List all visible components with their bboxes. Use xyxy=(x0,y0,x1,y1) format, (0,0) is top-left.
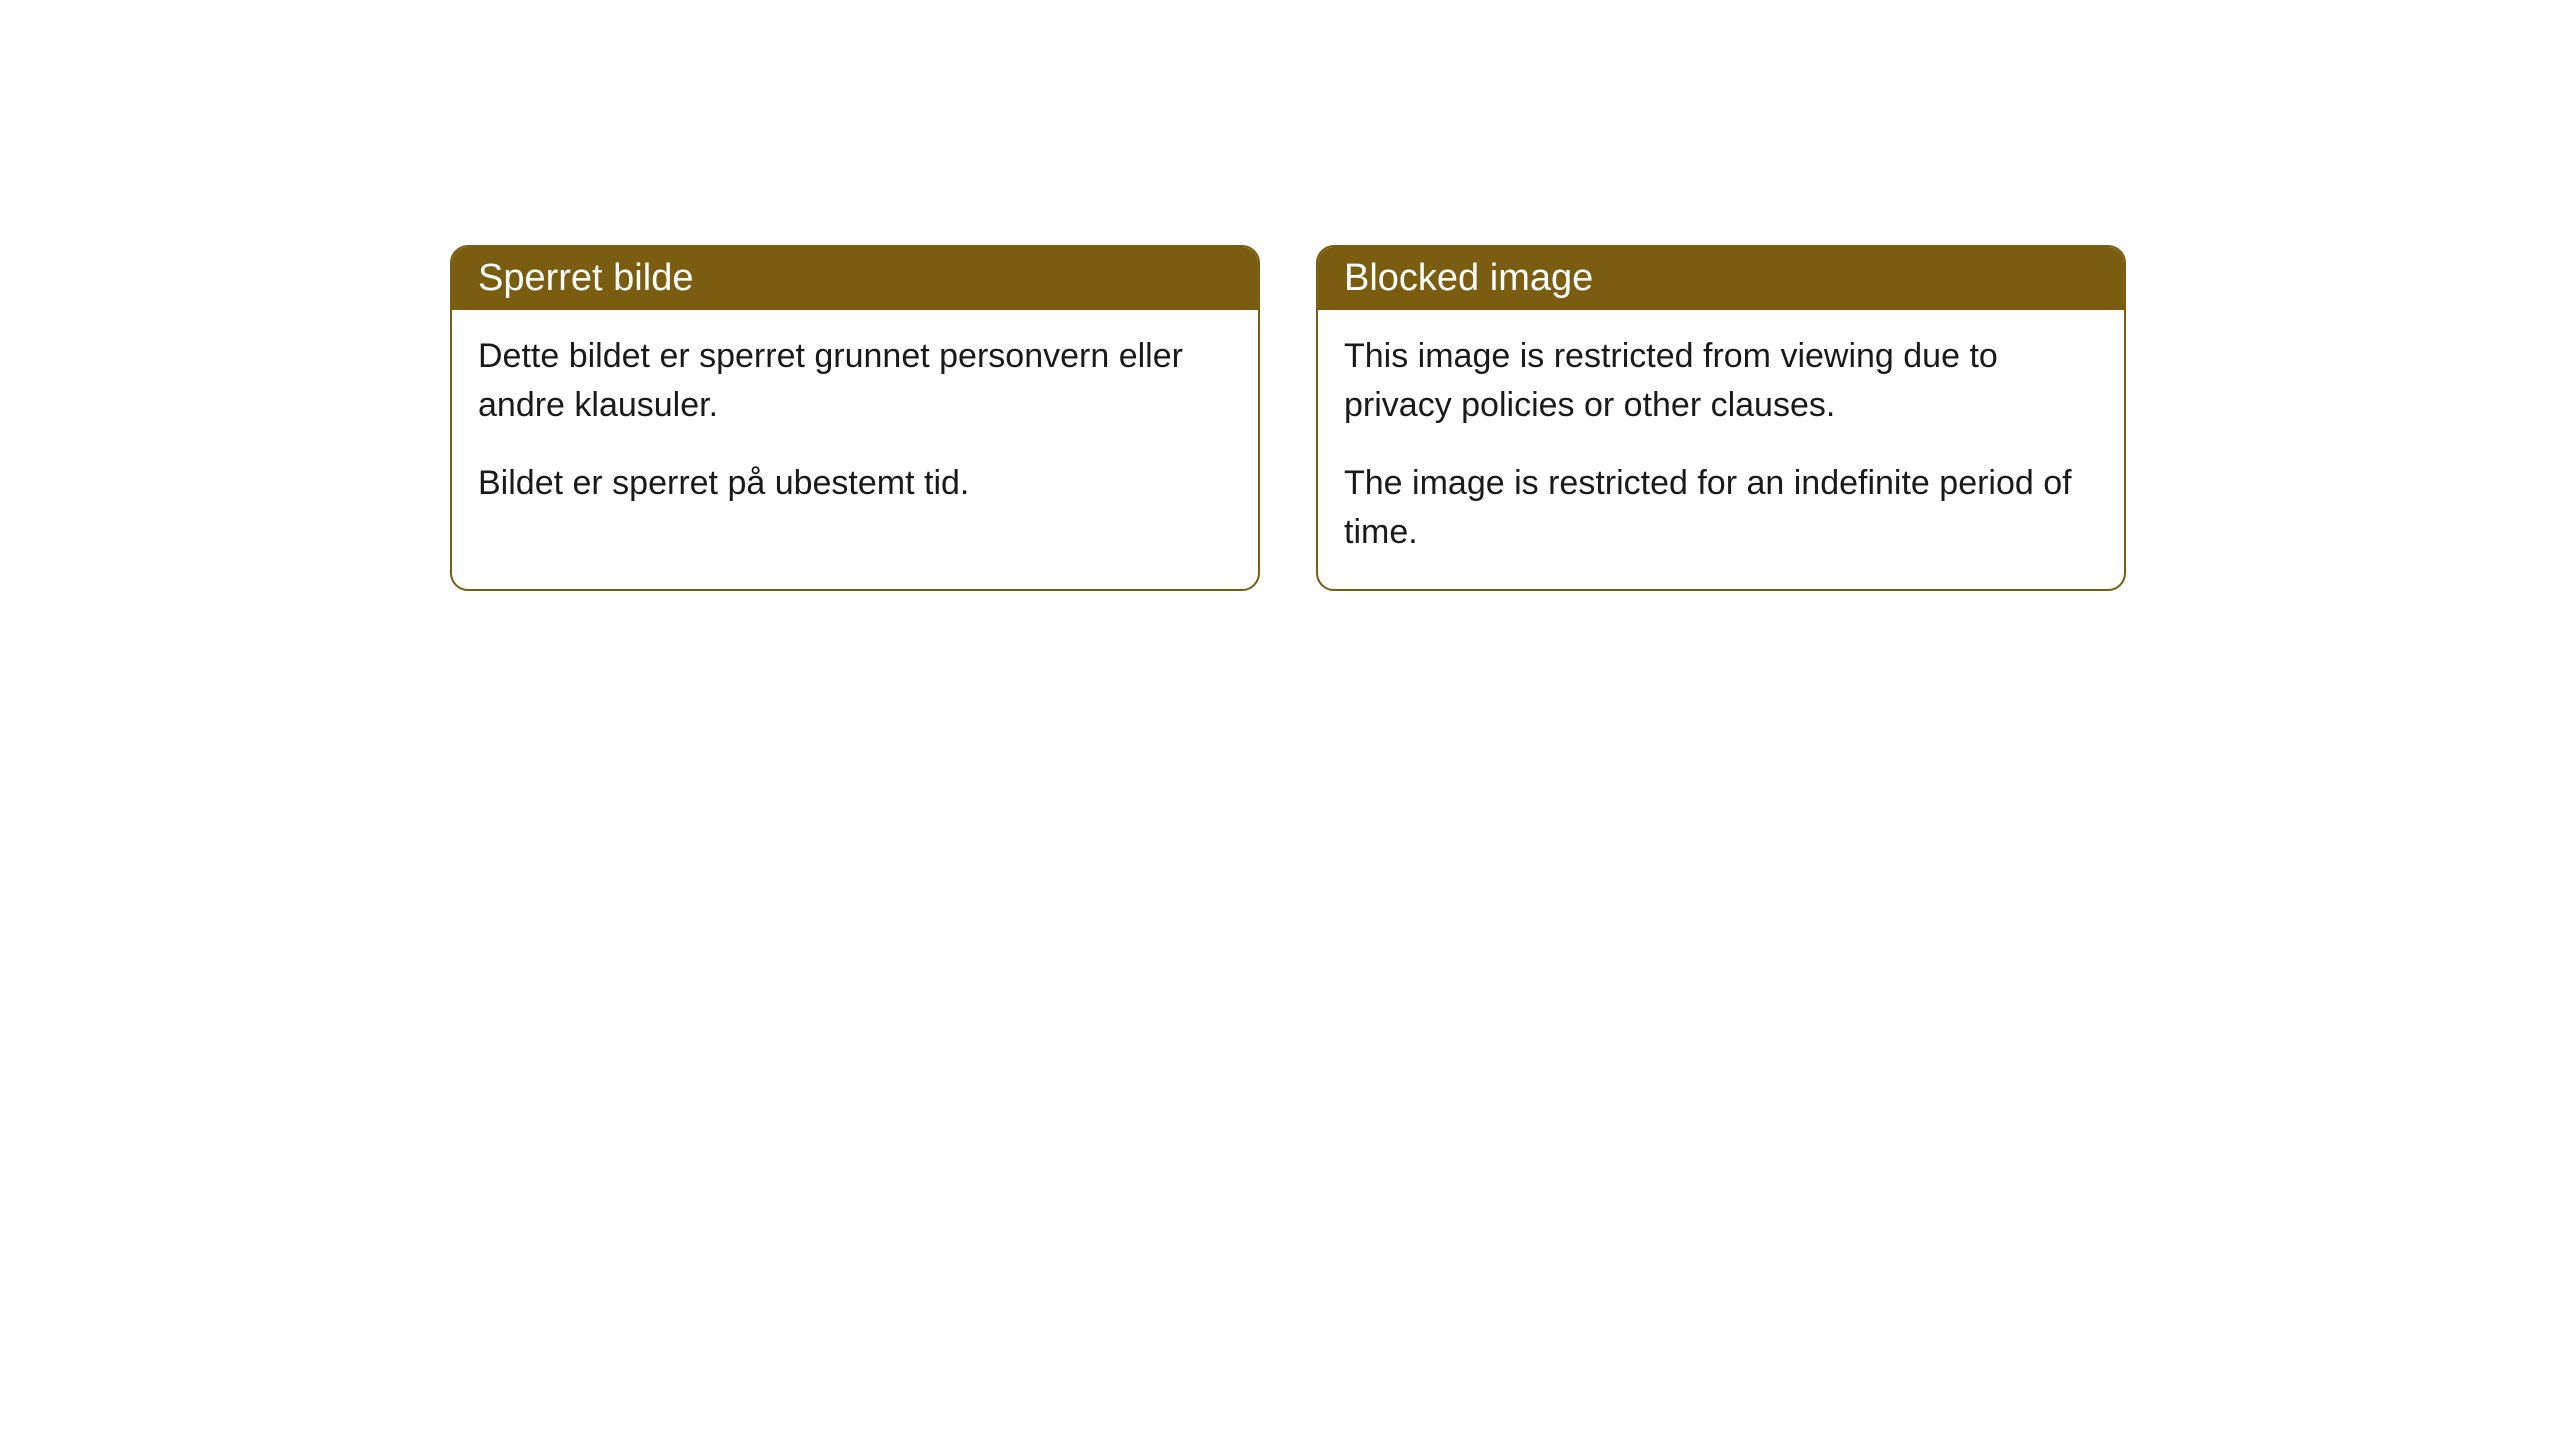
card-paragraph: The image is restricted for an indefinit… xyxy=(1344,459,2098,558)
card-paragraph: This image is restricted from viewing du… xyxy=(1344,332,2098,431)
notice-cards-container: Sperret bilde Dette bildet er sperret gr… xyxy=(450,245,2126,591)
card-header-norwegian: Sperret bilde xyxy=(452,247,1258,310)
card-paragraph: Bildet er sperret på ubestemt tid. xyxy=(478,459,1232,508)
notice-card-english: Blocked image This image is restricted f… xyxy=(1316,245,2126,591)
card-title: Sperret bilde xyxy=(478,257,693,299)
card-body-english: This image is restricted from viewing du… xyxy=(1318,310,2124,589)
notice-card-norwegian: Sperret bilde Dette bildet er sperret gr… xyxy=(450,245,1260,591)
card-paragraph: Dette bildet er sperret grunnet personve… xyxy=(478,332,1232,431)
card-body-norwegian: Dette bildet er sperret grunnet personve… xyxy=(452,310,1258,540)
card-header-english: Blocked image xyxy=(1318,247,2124,310)
card-title: Blocked image xyxy=(1344,257,1593,299)
